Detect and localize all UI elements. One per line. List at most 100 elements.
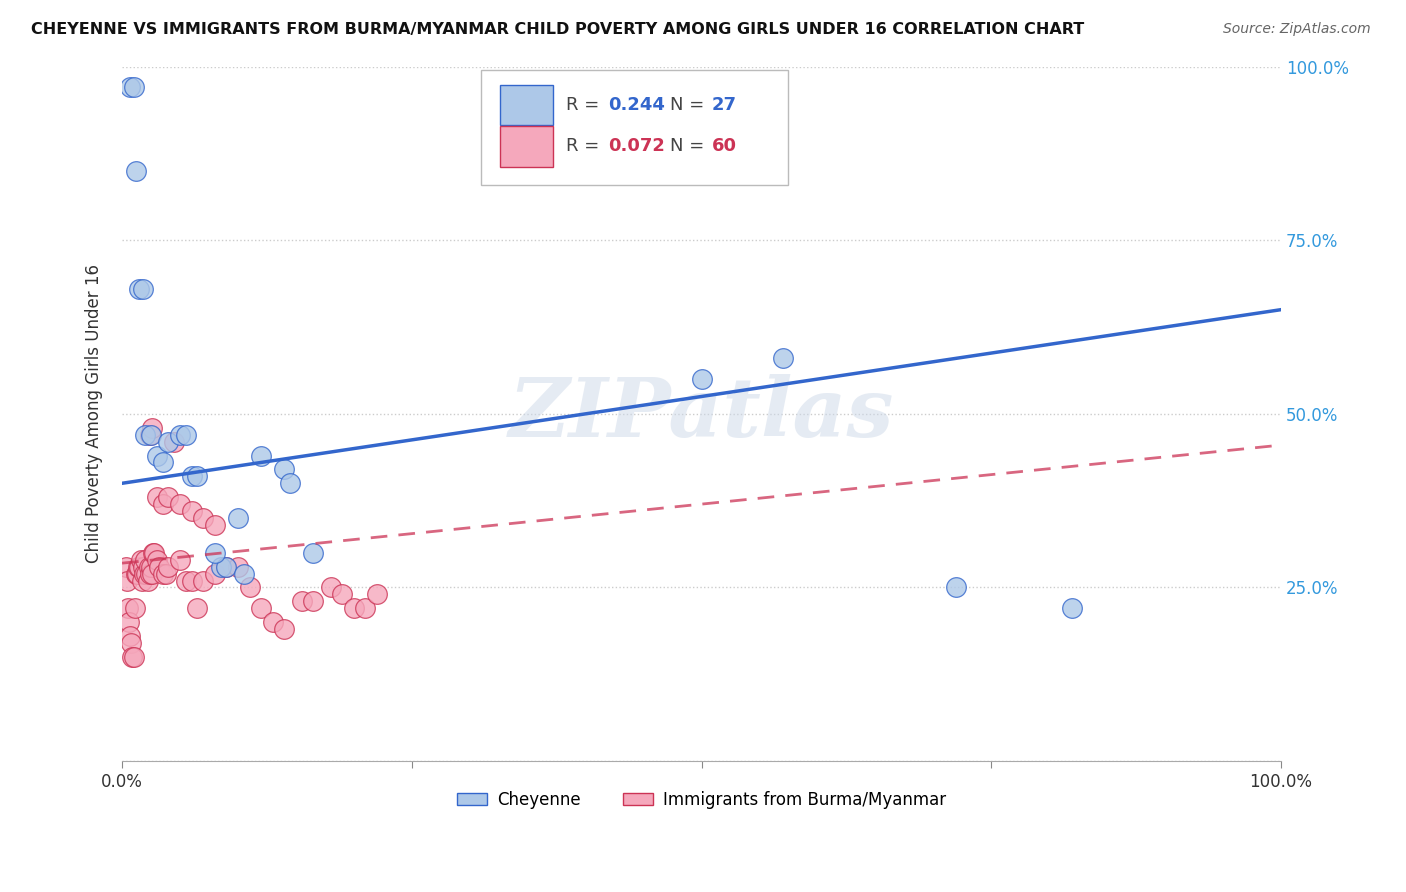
- Point: [129, 552, 152, 566]
- Text: 27: 27: [711, 95, 737, 114]
- Point: [125, 566, 148, 581]
- Point: [146, 449, 169, 463]
- Point: [193, 511, 215, 525]
- Point: [136, 574, 159, 588]
- Point: [204, 566, 226, 581]
- Text: ZIPatlas: ZIPatlas: [509, 374, 894, 454]
- Point: [152, 455, 174, 469]
- Point: [157, 559, 180, 574]
- Point: [132, 566, 155, 581]
- Point: [204, 546, 226, 560]
- Point: [143, 546, 166, 560]
- Point: [354, 601, 377, 615]
- Point: [141, 566, 163, 581]
- Point: [250, 601, 273, 615]
- Point: [291, 594, 314, 608]
- Point: [138, 559, 160, 574]
- Point: [215, 559, 238, 574]
- Point: [215, 559, 238, 574]
- Point: [204, 518, 226, 533]
- Y-axis label: Child Poverty Among Girls Under 16: Child Poverty Among Girls Under 16: [86, 264, 103, 564]
- Point: [127, 566, 149, 581]
- Point: [139, 427, 162, 442]
- FancyBboxPatch shape: [481, 70, 789, 185]
- Text: R =: R =: [565, 137, 605, 155]
- Text: CHEYENNE VS IMMIGRANTS FROM BURMA/MYANMAR CHILD POVERTY AMONG GIRLS UNDER 16 COR: CHEYENNE VS IMMIGRANTS FROM BURMA/MYANMA…: [31, 22, 1084, 37]
- FancyBboxPatch shape: [501, 127, 553, 167]
- Point: [118, 615, 141, 630]
- Text: 0.072: 0.072: [607, 137, 665, 155]
- Point: [250, 449, 273, 463]
- Point: [273, 622, 295, 636]
- Point: [302, 594, 325, 608]
- Point: [146, 490, 169, 504]
- Point: [152, 566, 174, 581]
- Point: [139, 559, 162, 574]
- Point: [114, 559, 136, 574]
- Point: [122, 649, 145, 664]
- Point: [186, 469, 208, 483]
- Point: [690, 372, 713, 386]
- Point: [120, 629, 142, 643]
- Point: [134, 427, 156, 442]
- Point: [128, 559, 150, 574]
- Point: [157, 434, 180, 449]
- Point: [273, 462, 295, 476]
- Text: N =: N =: [671, 137, 710, 155]
- Point: [180, 469, 202, 483]
- Point: [139, 427, 162, 442]
- Point: [141, 421, 163, 435]
- Point: [169, 552, 191, 566]
- Point: [122, 80, 145, 95]
- Point: [180, 504, 202, 518]
- Point: [127, 559, 149, 574]
- Point: [142, 546, 165, 560]
- Point: [278, 476, 301, 491]
- Text: R =: R =: [565, 95, 605, 114]
- Point: [148, 559, 170, 574]
- Point: [132, 559, 155, 574]
- Legend: Cheyenne, Immigrants from Burma/Myanmar: Cheyenne, Immigrants from Burma/Myanmar: [451, 784, 952, 815]
- Point: [1062, 601, 1084, 615]
- Point: [121, 649, 143, 664]
- Point: [157, 490, 180, 504]
- Point: [120, 80, 142, 95]
- Point: [319, 581, 342, 595]
- Text: 0.244: 0.244: [607, 95, 665, 114]
- Point: [330, 587, 353, 601]
- Point: [163, 434, 186, 449]
- Point: [155, 566, 177, 581]
- Text: 60: 60: [711, 137, 737, 155]
- Point: [343, 601, 366, 615]
- Point: [152, 497, 174, 511]
- Point: [772, 351, 794, 366]
- Point: [115, 574, 138, 588]
- Point: [193, 574, 215, 588]
- Point: [117, 601, 139, 615]
- Point: [209, 559, 232, 574]
- Point: [131, 574, 153, 588]
- Point: [180, 574, 202, 588]
- Point: [146, 552, 169, 566]
- Point: [174, 427, 197, 442]
- Point: [366, 587, 388, 601]
- Point: [186, 601, 208, 615]
- Point: [226, 559, 249, 574]
- Point: [120, 636, 142, 650]
- Point: [302, 546, 325, 560]
- Point: [169, 497, 191, 511]
- Point: [134, 552, 156, 566]
- Point: [238, 581, 260, 595]
- Point: [139, 566, 162, 581]
- Point: [945, 581, 967, 595]
- Point: [174, 574, 197, 588]
- Point: [132, 282, 155, 296]
- Point: [169, 427, 191, 442]
- Point: [262, 615, 284, 630]
- Text: N =: N =: [671, 95, 710, 114]
- FancyBboxPatch shape: [501, 85, 553, 125]
- Point: [135, 566, 157, 581]
- Point: [124, 601, 146, 615]
- Point: [125, 163, 148, 178]
- Text: Source: ZipAtlas.com: Source: ZipAtlas.com: [1223, 22, 1371, 37]
